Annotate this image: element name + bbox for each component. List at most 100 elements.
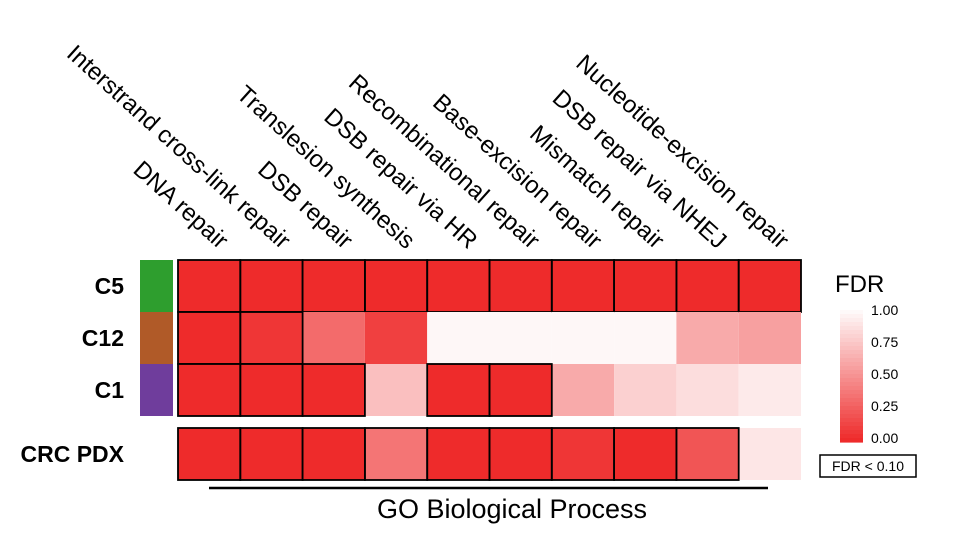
heatmap-cell: [738, 312, 801, 364]
heatmap-cell: [551, 428, 615, 480]
heatmap-cell: [427, 428, 490, 480]
heatmap-cell: [676, 312, 739, 364]
legend-color-step: [840, 438, 863, 443]
heatmap-cell: [489, 312, 552, 364]
legend-title: FDR: [835, 271, 884, 298]
row-label: C12: [82, 325, 124, 351]
legend-color-step: [840, 322, 863, 327]
legend-color-step: [840, 398, 863, 403]
legend-tick-label: 0.25: [871, 398, 898, 414]
legend-note-box: [819, 454, 917, 478]
heatmap-cell: [676, 428, 739, 480]
legend-color-step: [840, 382, 863, 387]
legend: FDR 1.00 0.75 0.50 0.25 0.00 FDR < 0.10: [819, 271, 917, 478]
heatmap-cell: [302, 364, 365, 416]
legend-tick-label: 0.00: [871, 430, 898, 446]
heatmap-cell: [302, 312, 365, 364]
heatmap-cell: [240, 312, 303, 364]
heatmap-cell: [738, 428, 801, 480]
legend-color-step: [840, 414, 863, 419]
legend-color-step: [840, 426, 863, 431]
heatmap-cell: [489, 260, 552, 312]
row-label: C5: [95, 273, 125, 299]
legend-color-step: [840, 314, 863, 319]
legend-color-step: [840, 342, 863, 347]
heatmap-cell: [676, 260, 739, 312]
legend-tick-label: 0.75: [871, 334, 898, 350]
legend-note: FDR < 0.10: [832, 458, 904, 474]
legend-color-step: [840, 338, 863, 343]
heatmap-cell: [427, 364, 490, 416]
heatmap-cell: [738, 260, 801, 312]
legend-color-step: [840, 318, 863, 323]
legend-color-step: [840, 358, 863, 363]
heatmap-cell: [614, 260, 677, 312]
heatmap-cell: [364, 260, 428, 312]
heatmap-cell: [614, 428, 677, 480]
significant-cell-outline: [488, 363, 553, 417]
row-label: CRC PDX: [20, 441, 124, 467]
legend-ticks: 1.00 0.75 0.50 0.25 0.00: [871, 302, 898, 446]
legend-color-bar: [840, 306, 863, 443]
legend-color-step: [840, 406, 863, 411]
row-label: C1: [95, 377, 125, 403]
row-color-bars: [140, 260, 173, 416]
legend-color-step: [840, 422, 863, 427]
heatmap-cell: [178, 364, 241, 416]
heatmap-cell: [551, 364, 615, 416]
legend-color-step: [840, 402, 863, 407]
legend-color-step: [840, 390, 863, 395]
heatmap-cell: [364, 312, 428, 364]
heatmap-cell: [614, 364, 677, 416]
heatmap-cell: [427, 260, 490, 312]
legend-color-step: [840, 410, 863, 415]
heatmap-cells: [177, 259, 802, 481]
legend-color-step: [840, 326, 863, 331]
row-color-bar: [140, 260, 173, 312]
legend-color-step: [840, 330, 863, 335]
legend-color-step: [840, 418, 863, 423]
legend-tick-label: 1.00: [871, 302, 898, 318]
row-labels: C5 C12 C1 CRC PDX: [20, 273, 124, 467]
heatmap-cell: [178, 312, 241, 364]
legend-color-step: [840, 374, 863, 379]
legend-color-step: [840, 350, 863, 355]
legend-color-step: [840, 378, 863, 383]
heatmap-cell: [240, 364, 303, 416]
heatmap-cell: [364, 428, 428, 480]
significant-cell-outline: [301, 363, 366, 417]
row-color-bar: [140, 312, 173, 364]
legend-color-step: [840, 366, 863, 371]
heatmap-cell: [614, 312, 677, 364]
column-label: Interstrand cross-link repair: [61, 40, 295, 255]
legend-color-step: [840, 310, 863, 315]
heatmap-cell: [364, 364, 428, 416]
legend-color-step: [840, 306, 863, 311]
legend-color-step: [840, 354, 863, 359]
legend-color-step: [840, 394, 863, 399]
heatmap-cell: [551, 260, 615, 312]
legend-color-step: [840, 362, 863, 367]
heatmap-cell: [240, 428, 303, 480]
x-axis-label: GO Biological Process: [377, 494, 647, 524]
heatmap-cell: [427, 312, 490, 364]
significant-cell-outline: [675, 427, 740, 481]
heatmap-cell: [489, 364, 552, 416]
row-color-bar: [140, 364, 173, 416]
heatmap-cell: [240, 260, 303, 312]
legend-color-step: [840, 370, 863, 375]
legend-tick-label: 0.50: [871, 366, 898, 382]
legend-color-step: [840, 430, 863, 435]
heatmap-cell: [178, 428, 241, 480]
heatmap-cell: [489, 428, 552, 480]
heatmap-cell: [676, 364, 739, 416]
legend-color-step: [840, 386, 863, 391]
legend-color-step: [840, 334, 863, 339]
x-axis: GO Biological Process: [209, 486, 768, 524]
heatmap-cell: [302, 428, 365, 480]
heatmap-cell: [178, 260, 241, 312]
heatmap-cell: [302, 260, 365, 312]
heatmap-cell: [551, 312, 615, 364]
